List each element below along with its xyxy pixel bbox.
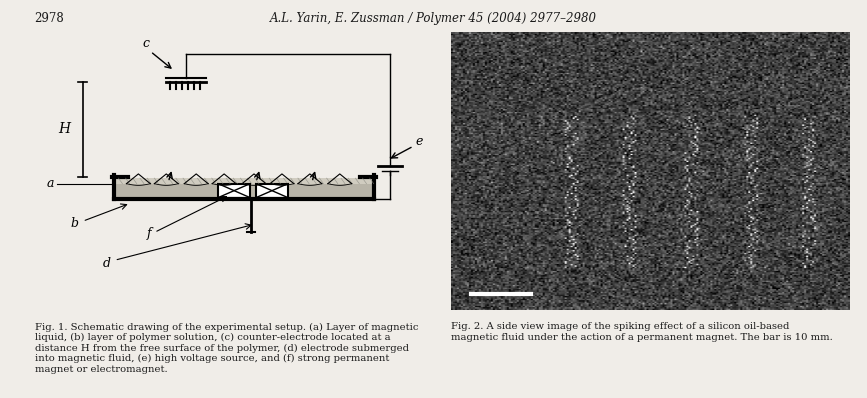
Text: a: a — [47, 177, 54, 190]
Text: 2978: 2978 — [35, 12, 64, 25]
Text: Fig. 2. A side view image of the spiking effect of a silicon oil-based
magnetic : Fig. 2. A side view image of the spiking… — [451, 322, 832, 342]
Text: f: f — [147, 226, 151, 240]
Polygon shape — [116, 184, 372, 197]
Text: Fig. 1. Schematic drawing of the experimental setup. (a) Layer of magnetic
liqui: Fig. 1. Schematic drawing of the experim… — [35, 322, 418, 374]
Bar — [218, 184, 250, 197]
Bar — [256, 184, 288, 197]
Text: c: c — [142, 37, 149, 50]
Polygon shape — [116, 178, 372, 184]
Text: e: e — [415, 135, 423, 148]
Text: b: b — [70, 217, 79, 230]
Text: H: H — [59, 122, 70, 137]
Text: d: d — [102, 257, 110, 270]
Text: A.L. Yarin, E. Zussman / Polymer 45 (2004) 2977–2980: A.L. Yarin, E. Zussman / Polymer 45 (200… — [270, 12, 597, 25]
